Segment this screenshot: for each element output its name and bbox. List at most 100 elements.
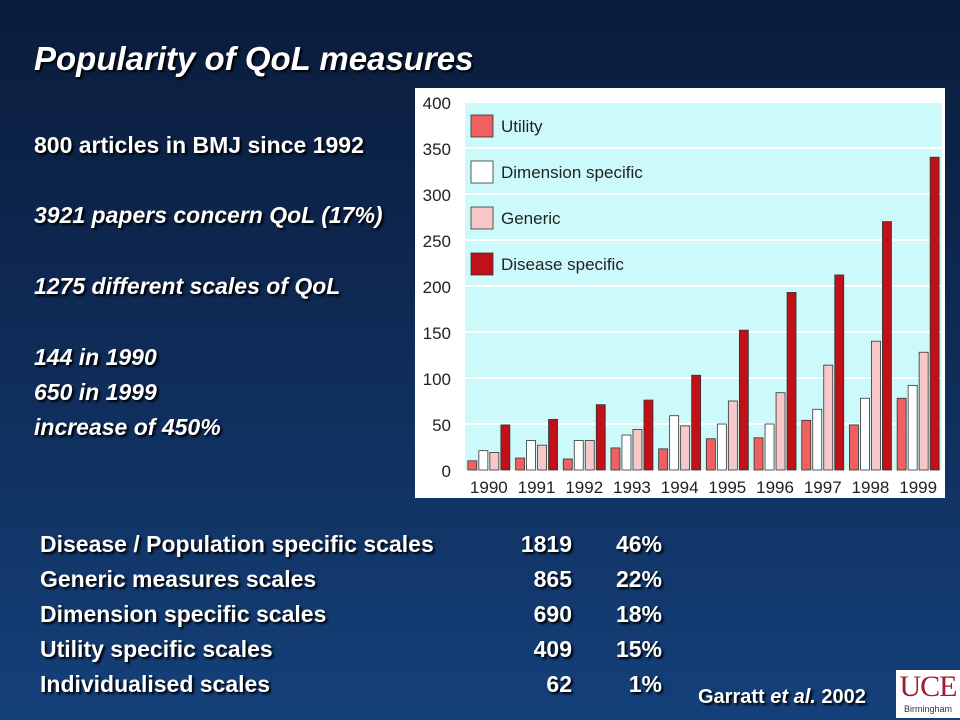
bar (489, 452, 500, 471)
table-row: Individualised scales 62 1% (40, 667, 662, 702)
bar (882, 221, 892, 471)
row-count: 62 (546, 671, 572, 697)
x-tick-label: 1995 (708, 478, 746, 497)
stat-increase: increase of 450% (34, 414, 221, 440)
citation-etal: et al. (770, 686, 816, 708)
legend-swatch (470, 114, 494, 138)
bar-chart: 0 50 100 150 200 250 300 350 400 1990 1991 1992 1993… (415, 88, 945, 498)
legend-label: Generic (501, 209, 561, 228)
bar (621, 434, 632, 471)
bar (716, 423, 727, 471)
legend-swatch (470, 206, 494, 230)
x-tick-label: 1991 (518, 478, 556, 497)
bar (727, 400, 738, 471)
x-tick-label: 1994 (661, 478, 699, 497)
x-tick-label: 1999 (899, 478, 937, 497)
bar (871, 340, 881, 471)
x-tick-label: 1996 (756, 478, 794, 497)
citation-author: Garratt (698, 686, 771, 708)
legend-swatch (470, 252, 494, 276)
x-tick-label: 1992 (565, 478, 603, 497)
legend-label: Utility (501, 117, 543, 136)
chart-svg: 0 50 100 150 200 250 300 350 400 1990 1991 1992 1993… (423, 94, 942, 497)
bar (548, 418, 558, 471)
uce-logo: UCE Birmingham (896, 670, 960, 718)
logo-mark: UCE (899, 670, 958, 703)
bar (907, 384, 918, 471)
bar (643, 399, 654, 471)
bar (705, 438, 716, 471)
row-name: Dimension specific scales (40, 601, 327, 627)
slide-title: Popularity of QoL measures (34, 40, 474, 77)
bar (823, 364, 834, 471)
bar (801, 419, 812, 471)
bar (860, 397, 870, 471)
stat-scales: 1275 different scales of QoL (34, 273, 341, 299)
stat-1999: 650 in 1999 (34, 379, 157, 405)
y-tick-label: 300 (423, 186, 451, 205)
bar (691, 374, 702, 471)
bar (573, 440, 584, 471)
bar (669, 415, 680, 471)
y-tick-label: 250 (423, 232, 451, 251)
bar (515, 457, 525, 471)
table-row: Disease / Population specific scales 181… (40, 527, 662, 562)
row-count: 865 (533, 566, 572, 592)
bar (562, 458, 573, 471)
bar (786, 292, 797, 471)
row-count: 1819 (520, 531, 572, 557)
table-row: Utility specific scales 409 15% (40, 632, 662, 667)
bar (680, 425, 691, 471)
x-tick-label: 1993 (613, 478, 651, 497)
logo-subtitle: Birmingham (903, 704, 952, 714)
y-tick-label: 100 (423, 370, 451, 389)
y-tick-label: 350 (423, 140, 451, 159)
table-row: Dimension specific scales 690 18% (40, 597, 662, 632)
legend-label: Disease specific (501, 255, 624, 274)
bar (896, 397, 907, 471)
stat-articles: 800 articles in BMJ since 1992 (34, 132, 364, 158)
stat-papers: 3921 papers concern QoL (17%) (34, 202, 383, 228)
citation-year: 2002 (815, 686, 866, 708)
bar (584, 440, 595, 471)
bar (834, 274, 845, 471)
bar (610, 447, 621, 471)
scales-table: Disease / Population specific scales 181… (40, 527, 662, 702)
row-name: Generic measures scales (40, 566, 317, 592)
row-percent: 18% (615, 601, 662, 627)
bar (764, 423, 775, 471)
y-tick-label: 150 (423, 324, 451, 343)
x-tick-label: 1990 (470, 478, 508, 497)
x-tick-label: 1998 (852, 478, 890, 497)
citation: Garratt et al. 2002 (698, 686, 866, 709)
bar (918, 351, 929, 471)
legend-label: Dimension specific (501, 163, 643, 182)
bar (595, 404, 606, 471)
bar (500, 424, 511, 471)
row-name: Disease / Population specific scales (40, 531, 434, 557)
row-count: 690 (533, 601, 572, 627)
bar (632, 429, 643, 471)
bar (929, 156, 940, 471)
table-row: Generic measures scales 865 22% (40, 562, 662, 597)
row-name: Utility specific scales (40, 636, 273, 662)
bar (849, 424, 859, 471)
row-percent: 46% (615, 531, 662, 557)
bar (478, 450, 489, 471)
legend-swatch (470, 160, 494, 184)
bar (812, 408, 823, 471)
bar (658, 448, 669, 471)
bar (467, 460, 478, 471)
y-tick-label: 0 (442, 462, 451, 481)
row-percent: 15% (615, 636, 662, 662)
bar (537, 444, 547, 471)
y-tick-label: 50 (432, 416, 451, 435)
row-name: Individualised scales (40, 671, 271, 697)
bar (753, 437, 764, 471)
stat-1990: 144 in 1990 (34, 344, 157, 370)
row-count: 409 (533, 636, 572, 662)
y-tick-label: 200 (423, 278, 451, 297)
bar (738, 329, 749, 471)
bar (775, 392, 786, 471)
bar (526, 440, 536, 471)
